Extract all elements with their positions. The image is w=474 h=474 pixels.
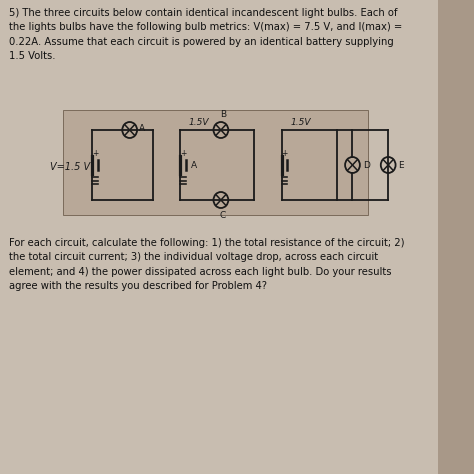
Text: A: A	[191, 161, 198, 170]
Text: B: B	[219, 110, 226, 119]
Text: 5) The three circuits below contain identical incandescent light bulbs. Each of
: 5) The three circuits below contain iden…	[9, 8, 402, 61]
Text: V=1.5 V: V=1.5 V	[49, 162, 90, 172]
Text: 1.5V: 1.5V	[189, 118, 209, 127]
Text: C: C	[219, 211, 226, 220]
Text: +: +	[282, 148, 288, 157]
Bar	[63, 110, 368, 215]
Text: +: +	[180, 148, 186, 157]
Text: D: D	[363, 161, 370, 170]
Text: For each circuit, calculate the following: 1) the total resistance of the circui: For each circuit, calculate the followin…	[9, 238, 405, 291]
Text: E: E	[398, 161, 404, 170]
Text: A: A	[139, 124, 145, 133]
Text: 1.5V: 1.5V	[290, 118, 310, 127]
Text: +: +	[92, 148, 99, 157]
